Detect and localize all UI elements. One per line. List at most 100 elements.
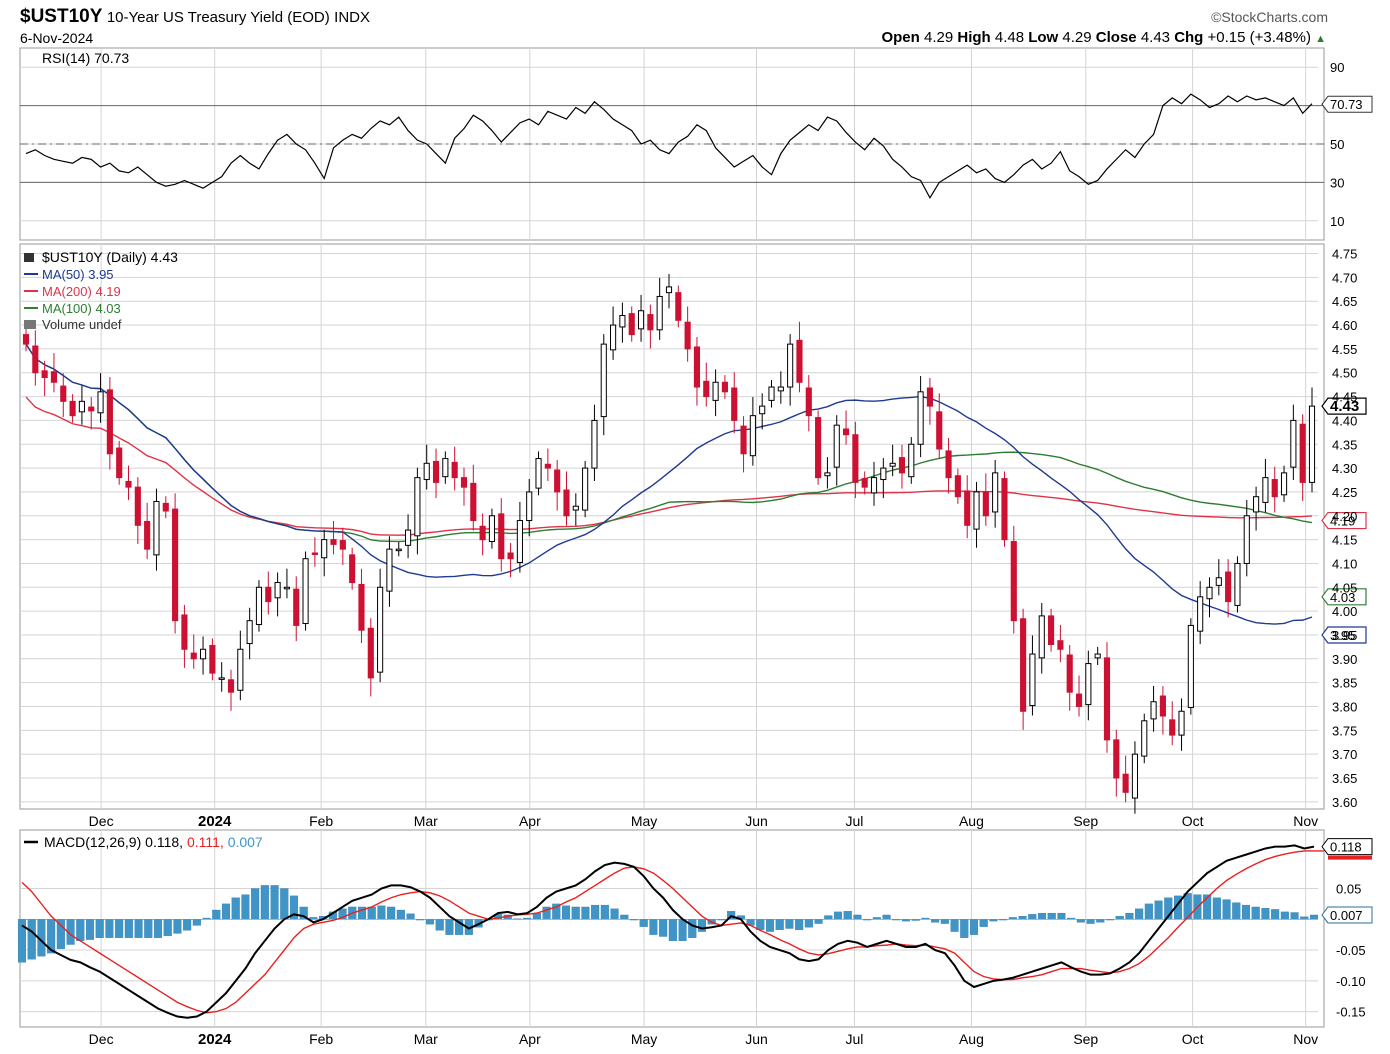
price-tick-label: 4.40 (1332, 413, 1357, 428)
candle-body (1234, 562, 1241, 606)
signal-legend-value: 0.111, (187, 834, 228, 850)
macd-histogram-bar (940, 919, 949, 924)
price-tick-label: 4.20 (1332, 509, 1357, 524)
price-tick-label: 3.80 (1332, 699, 1357, 714)
macd-histogram-bar (775, 919, 784, 930)
candle-body (908, 443, 915, 478)
candle-body (917, 391, 924, 445)
price-tick-label: 3.70 (1332, 747, 1357, 762)
candle-body (1085, 663, 1092, 706)
candle-body (637, 310, 645, 330)
candle-body (628, 313, 635, 336)
macd-histogram-bar (1037, 912, 1047, 920)
macd-histogram-bar (960, 919, 969, 938)
macd-histogram-bar (931, 919, 940, 923)
candle-body (787, 343, 794, 388)
macd-histogram-bar (212, 909, 221, 920)
macd-histogram-bar (367, 906, 376, 920)
candle-body (321, 539, 328, 559)
candle-body (414, 477, 421, 537)
macd-histogram-bar (1047, 912, 1056, 920)
price-tick-label: 4.30 (1332, 461, 1357, 476)
macd-histogram-bar (600, 904, 609, 920)
chg-label: Chg (1174, 29, 1204, 46)
candle-body (255, 586, 263, 625)
candle-body (1066, 654, 1073, 693)
macd-histogram-bar (1115, 916, 1124, 920)
macd-histogram-bar (105, 919, 114, 938)
macd-histogram-bar (1057, 912, 1066, 920)
candle-body (116, 447, 123, 479)
axis-labels: 10 30 50 90 3.60 3.65 3.70 3.75 3.80 3.85 3.90 3.95… (89, 60, 1366, 1048)
macd-histogram-bar (969, 919, 979, 935)
macd-panel: 0.118 0.007 (17, 838, 1373, 1019)
candle-body (246, 620, 253, 645)
macd-x-axis-label: Feb (309, 1031, 333, 1047)
price-tick-label: 4.35 (1332, 437, 1357, 452)
candle-body (842, 428, 850, 436)
candle-body (1010, 541, 1017, 622)
candle-body (1122, 773, 1129, 793)
ma100-badge-label: 4.03 (1330, 590, 1355, 605)
candle-body (97, 391, 104, 414)
open-value: 4.29 (923, 29, 954, 46)
candle-body (311, 552, 318, 555)
candle-body (1113, 739, 1120, 779)
macd-x-axis-label: Mar (414, 1031, 438, 1047)
volume-legend: Volume undef (42, 317, 122, 332)
candle-body (125, 480, 132, 488)
candle-body (926, 387, 933, 407)
macd-histogram-bar (163, 919, 172, 937)
candle-body (731, 387, 738, 421)
macd-histogram-bar (814, 919, 823, 924)
chart-date: 6-Nov-2024 (20, 30, 94, 46)
price-tick-label: 4.75 (1332, 247, 1357, 262)
macd-histogram-bar (804, 919, 813, 928)
candle-body (181, 614, 188, 650)
macd-histogram-bar (1309, 914, 1319, 920)
macd-histogram-bar (1232, 902, 1241, 920)
candle-body (824, 472, 831, 477)
price-tick-label: 4.15 (1332, 533, 1357, 548)
macd-histogram-bar (1144, 903, 1153, 920)
candle-body (582, 467, 589, 511)
candle-body (1038, 615, 1045, 659)
candle-body (712, 381, 719, 401)
macd-badge-label: 0.118 (1330, 840, 1362, 855)
hist-legend-value: 0.007 (228, 834, 263, 850)
macd-badge (1321, 838, 1373, 856)
macd-histogram-bar (1086, 919, 1095, 924)
candle-body (889, 462, 896, 467)
brand-link[interactable]: ©StockCharts.com (1211, 9, 1328, 25)
x-axis-label: Aug (959, 813, 984, 829)
ma100-legend: MA(100) 4.03 (42, 301, 121, 316)
macd-histogram-bar (124, 919, 133, 938)
x-axis-label: Jul (846, 813, 864, 829)
price-tick-label: 3.90 (1332, 652, 1357, 667)
candle-body (600, 343, 607, 418)
macd-histogram-bar (231, 897, 240, 920)
rsi-tick-label: 90 (1330, 60, 1344, 75)
macd-histogram-bar (591, 904, 600, 920)
ma50-legend: MA(50) 3.95 (42, 267, 114, 282)
candle-body (172, 508, 179, 622)
ma200-badge (1321, 511, 1367, 530)
candle-body (945, 450, 952, 479)
candle-body (647, 314, 654, 331)
macd-histogram-bar (1028, 914, 1037, 920)
macd-histogram-bar (76, 919, 85, 941)
candle-body (358, 583, 365, 631)
candle-body (237, 648, 244, 691)
candle-body (144, 520, 151, 550)
price-tick-label: 4.45 (1332, 390, 1357, 405)
macd-legend: MACD(12,26,9) 0.118, 0.111, 0.007 (44, 834, 263, 850)
candle-body (106, 389, 113, 455)
candle-body (498, 513, 505, 560)
macd-histogram-bar (785, 919, 794, 929)
macd-histogram-bar (1076, 919, 1085, 923)
close-label: Close (1095, 29, 1137, 46)
macd-histogram-bar (377, 905, 386, 920)
hist-badge-label: 0.007 (1330, 908, 1363, 923)
x-axis-label: Nov (1293, 813, 1318, 829)
